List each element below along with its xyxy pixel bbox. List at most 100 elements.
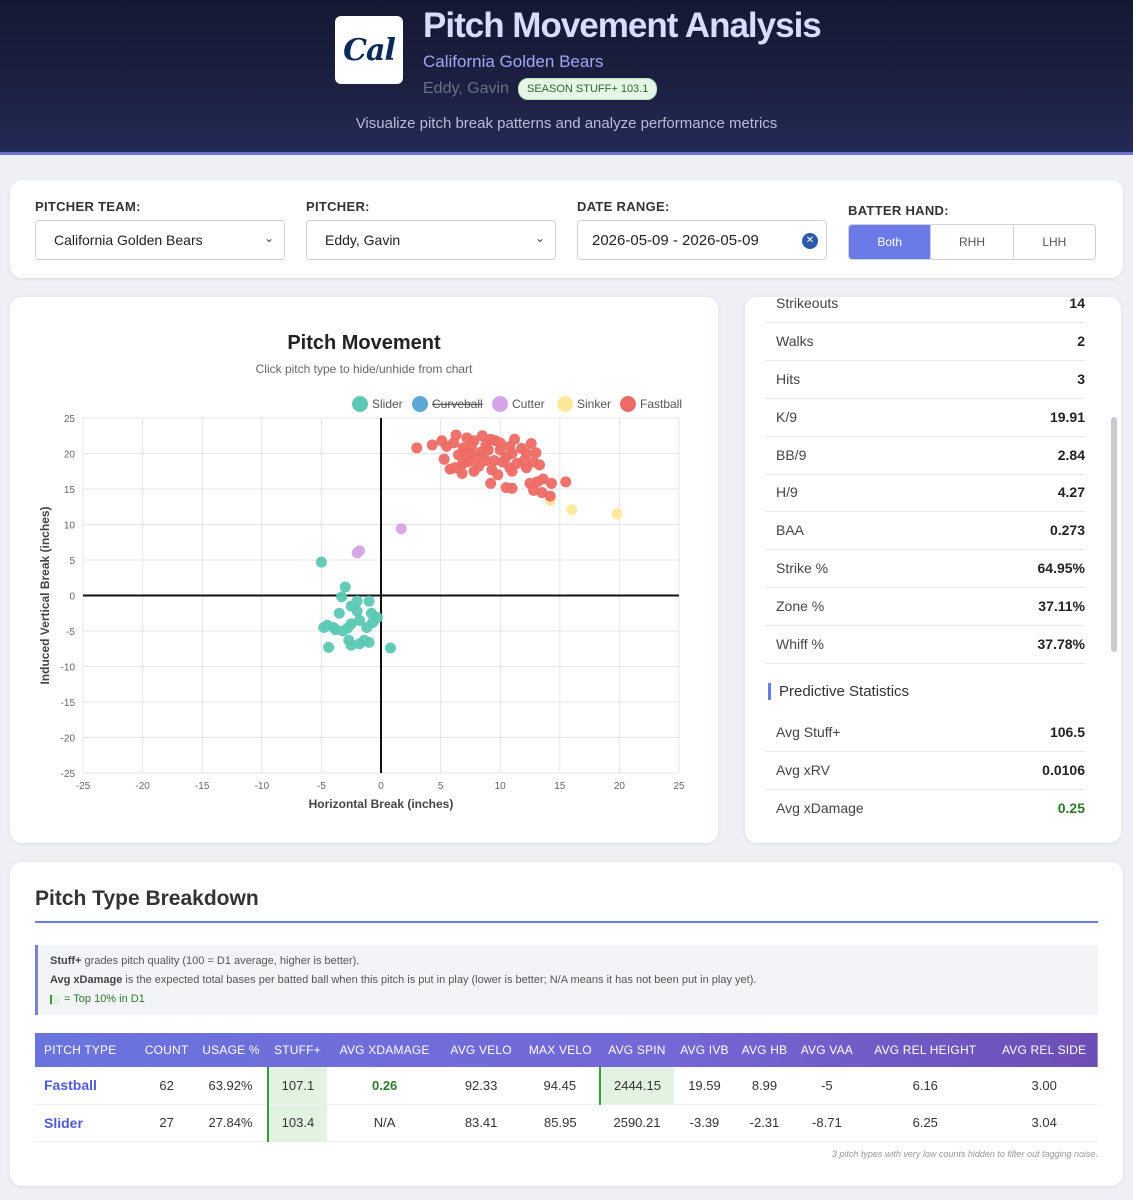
- stat-value: 2: [1077, 333, 1085, 349]
- batter-hand-label: BATTER HAND:: [848, 203, 949, 218]
- legend-label-sinker[interactable]: Sinker: [577, 397, 611, 411]
- pitcher-label: PITCHER:: [306, 199, 370, 214]
- date-range-label: DATE RANGE:: [577, 199, 670, 214]
- y-tick-label: -5: [66, 627, 75, 638]
- fastball-point: [537, 473, 549, 485]
- pitcher-name: Eddy, Gavin: [423, 80, 509, 97]
- column-header[interactable]: STUFF+: [274, 1043, 321, 1057]
- legend-label-curveball[interactable]: Curveball: [432, 397, 483, 411]
- stat-value: 2.84: [1057, 447, 1085, 463]
- stat-label: BB/9: [776, 447, 807, 463]
- clear-date-icon[interactable]: ✕: [802, 233, 818, 249]
- column-header[interactable]: COUNT: [144, 1043, 189, 1057]
- table-cell: -3.39: [673, 1104, 736, 1142]
- column-header[interactable]: AVG HB: [741, 1043, 788, 1057]
- batter-hand-both-button[interactable]: Both: [849, 225, 932, 259]
- x-axis-label: Horizontal Break (inches): [309, 797, 454, 811]
- pitcher-select[interactable]: Eddy, Gavin ⌄: [306, 220, 556, 260]
- fastball-point: [497, 456, 509, 468]
- pitch-type-cell[interactable]: Fastball: [35, 1067, 139, 1105]
- legend-marker-slider: [352, 396, 368, 412]
- pitch-movement-chart-card: Pitch Movement Click pitch type to hide/u…: [10, 297, 718, 843]
- y-tick-label: -15: [61, 698, 76, 709]
- stat-row: Walks 2: [765, 323, 1085, 361]
- column-header[interactable]: AVG VAA: [800, 1043, 854, 1057]
- stat-value: 37.78%: [1037, 636, 1085, 652]
- info-xdamage-text: is the expected total bases per batted b…: [122, 974, 757, 986]
- table-cell: 94.45: [520, 1067, 601, 1105]
- column-header[interactable]: PITCH TYPE: [44, 1043, 117, 1057]
- fastball-point: [544, 490, 556, 502]
- stat-label: K/9: [776, 409, 798, 425]
- fastball-point: [560, 476, 572, 488]
- column-header[interactable]: AVG SPIN: [608, 1043, 666, 1057]
- pitch-type-cell[interactable]: Slider: [35, 1104, 139, 1142]
- column-header[interactable]: AVG REL HEIGHT: [874, 1043, 977, 1057]
- chart-subtitle: Click pitch type to hide/unhide from cha…: [256, 362, 473, 376]
- x-tick-label: -20: [135, 781, 150, 792]
- legend-label-cutter[interactable]: Cutter: [512, 397, 545, 411]
- x-tick-label: 5: [438, 781, 444, 792]
- breakdown-divider: [35, 921, 1098, 923]
- cutter-point: [354, 545, 366, 557]
- stat-label: Walks: [776, 333, 814, 349]
- breakdown-info-box: Stuff+ grades pitch quality (100 = D1 av…: [35, 945, 1098, 1015]
- table-cell: 6.16: [860, 1067, 991, 1105]
- table-cell: 8.99: [735, 1067, 794, 1105]
- column-header[interactable]: USAGE %: [202, 1043, 260, 1057]
- fastball-point: [488, 455, 500, 467]
- fastball-point: [438, 453, 450, 465]
- table-cell: 63.92%: [194, 1067, 268, 1105]
- fastball-point: [461, 456, 473, 468]
- breakdown-footnote: 3 pitch types with very low counts hidde…: [831, 1149, 1098, 1159]
- pitcher-value: Eddy, Gavin: [325, 232, 401, 248]
- stats-scrollbar[interactable]: [1111, 417, 1117, 652]
- slider-point: [333, 607, 345, 619]
- column-header[interactable]: AVG IVB: [680, 1043, 729, 1057]
- table-cell: -2.31: [735, 1104, 794, 1142]
- stat-row: Strikeouts 14: [765, 297, 1085, 323]
- page-header: Cal Pitch Movement Analysis California G…: [0, 0, 1133, 155]
- slider-point: [363, 595, 375, 607]
- y-tick-label: 20: [64, 450, 76, 461]
- stat-row: K/9 19.91: [765, 399, 1085, 437]
- legend-marker-fastball: [620, 396, 636, 412]
- column-header[interactable]: AVG XDAMAGE: [339, 1043, 430, 1057]
- column-header[interactable]: MAX VELO: [528, 1043, 592, 1057]
- date-range-input[interactable]: 2026-05-09 - 2026-05-09 ✕: [577, 220, 827, 260]
- fastball-point: [506, 482, 518, 494]
- batter-hand-toggle: Both RHH LHH: [848, 224, 1096, 260]
- fastball-point: [426, 439, 438, 451]
- legend-label-slider[interactable]: Slider: [372, 397, 403, 411]
- predictive-stat-value: 106.5: [1049, 724, 1085, 740]
- x-tick-label: -10: [255, 781, 270, 792]
- info-stuff-term: Stuff+: [50, 955, 82, 967]
- column-header[interactable]: AVG REL SIDE: [1001, 1043, 1087, 1057]
- table-cell: 3.00: [990, 1067, 1098, 1105]
- table-cell: 92.33: [441, 1067, 521, 1105]
- y-tick-label: -25: [61, 769, 76, 780]
- pitcher-team-select[interactable]: California Golden Bears ⌄: [35, 220, 285, 260]
- column-header[interactable]: AVG VELO: [450, 1043, 512, 1057]
- slider-point: [361, 621, 373, 633]
- slider-point: [385, 642, 397, 654]
- legend-marker-sinker: [557, 396, 573, 412]
- legend-label-fastball[interactable]: Fastball: [640, 397, 682, 411]
- info-top-text: = Top 10% in D1: [64, 993, 145, 1005]
- fastball-point: [530, 447, 542, 459]
- y-tick-label: 25: [64, 414, 76, 425]
- stat-row: BB/9 2.84: [765, 437, 1085, 475]
- chevron-down-icon: ⌄: [534, 231, 545, 245]
- stat-value: 4.27: [1057, 484, 1085, 500]
- x-tick-label: 20: [614, 781, 626, 792]
- stat-value: 19.91: [1049, 409, 1085, 425]
- fastball-point: [489, 435, 501, 447]
- slider-point: [354, 614, 366, 626]
- team-logo: Cal: [335, 16, 403, 84]
- slider-point: [345, 618, 357, 630]
- slider-point: [315, 556, 327, 568]
- batter-hand-lhh-button[interactable]: LHH: [1042, 235, 1067, 249]
- batter-hand-rhh-button[interactable]: RHH: [931, 225, 1014, 259]
- fastball-point: [448, 437, 460, 449]
- fastball-point: [457, 442, 469, 454]
